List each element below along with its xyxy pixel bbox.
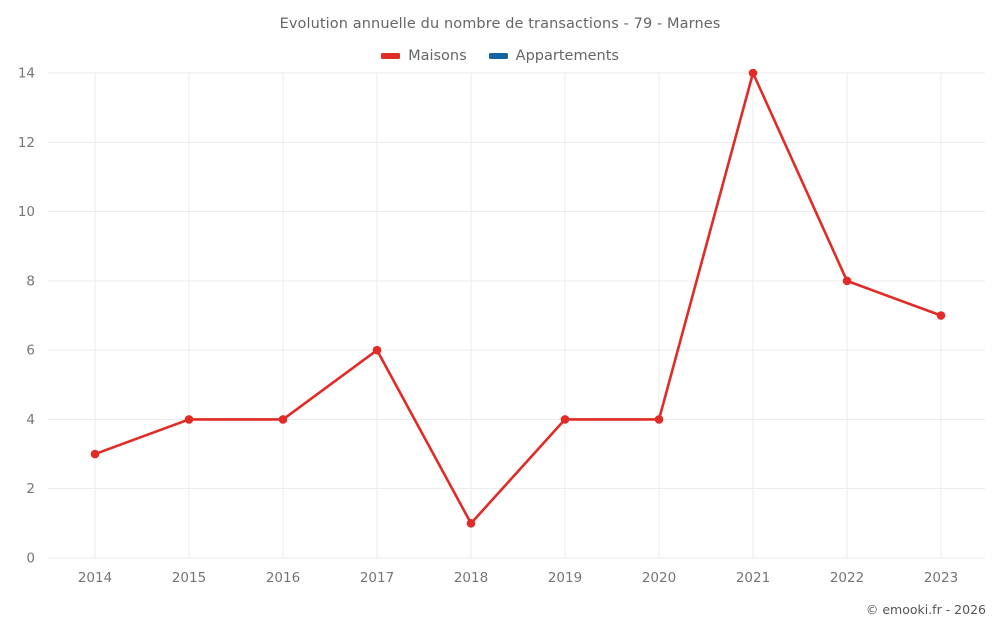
legend-label-appartements: Appartements (515, 48, 619, 64)
x-tick-label: 2018 (454, 570, 488, 586)
legend-item-appartements[interactable]: Appartements (488, 48, 619, 64)
y-tick-label: 10 (18, 204, 35, 220)
series-line (93, 71, 943, 525)
data-point-marker[interactable]: 2020 : 4 (654, 415, 664, 424)
x-tick-label: 2015 (172, 570, 206, 586)
y-axis-tick-labels: 0 2 4 6 8 10 12 14 (18, 66, 35, 567)
data-series-layer: 2014 : 3 2015 : 4 2016 : 4 2017 : 6 2018 : 1… (90, 68, 946, 528)
legend-swatch-appartements-icon (488, 53, 508, 59)
legend-item-maisons[interactable]: Maisons (381, 48, 467, 64)
data-point-marker[interactable]: 2019 : 4 (560, 415, 570, 424)
grid-lines (48, 72, 985, 559)
x-tick-label: 2019 (548, 570, 582, 586)
x-axis-tick-labels: 2014 2015 2016 2017 2018 2019 2020 2021 2022 2023 (78, 570, 958, 586)
data-point-marker[interactable]: 2014 : 3 (90, 449, 100, 459)
y-tick-label: 4 (26, 412, 35, 428)
x-tick-label: 2014 (78, 570, 112, 586)
y-tick-label: 0 (26, 551, 35, 567)
legend-swatch-maisons-icon (381, 53, 401, 59)
y-tick-label: 6 (26, 343, 35, 359)
y-tick-label: 2 (26, 481, 35, 497)
legend-label-maisons: Maisons (408, 48, 467, 64)
y-tick-label: 8 (26, 273, 35, 289)
x-tick-label: 2022 (830, 570, 864, 586)
copyright-credit: © emooki.fr - 2026 (865, 602, 986, 617)
chart-legend: Maisons Appartements (0, 45, 1000, 67)
data-point-marker[interactable]: 2018 : 1 (466, 519, 476, 528)
data-point-marker[interactable]: 2015 : 4 (184, 415, 194, 424)
x-tick-label: 2020 (642, 570, 676, 586)
data-point-marker[interactable]: 2017 : 6 (372, 345, 382, 355)
series-maisons: 2014 : 3 2015 : 4 2016 : 4 2017 : 6 2018 : 1… (90, 68, 946, 528)
y-tick-label: 12 (18, 135, 35, 151)
data-point-marker[interactable]: 2016 : 4 (278, 415, 288, 424)
y-tick-label: 14 (18, 66, 35, 82)
data-point-marker[interactable]: 2023 : 7 (936, 311, 946, 320)
x-tick-label: 2016 (266, 570, 300, 586)
x-tick-label: 2023 (924, 570, 958, 586)
x-tick-label: 2017 (360, 570, 394, 586)
data-point-marker[interactable]: 2022 : 8 (842, 276, 852, 286)
data-point-marker[interactable]: 2021 : 14 (748, 68, 758, 78)
x-tick-label: 2021 (736, 570, 770, 586)
chart-title: Evolution annuelle du nombre de transact… (279, 16, 721, 32)
